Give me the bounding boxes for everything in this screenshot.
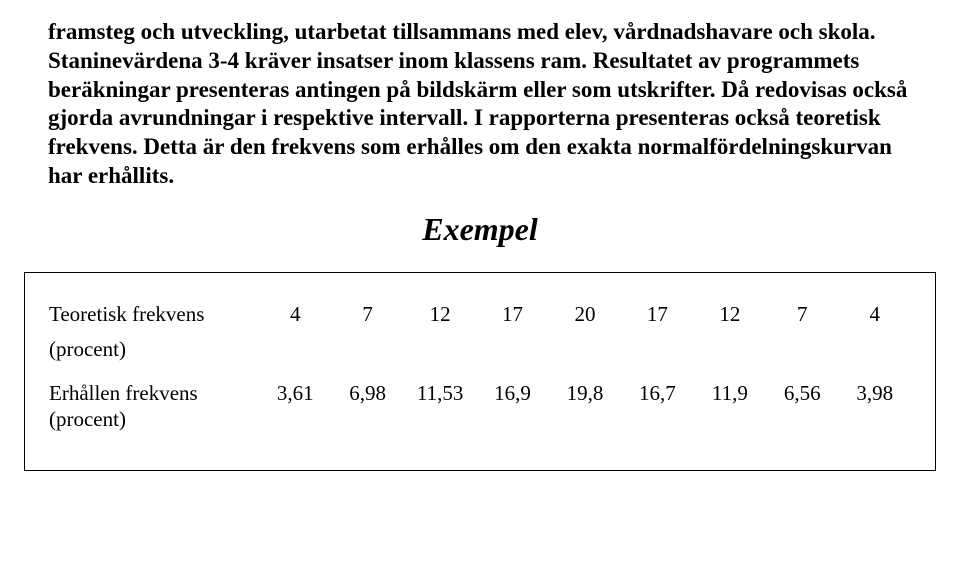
cell: 19,8 <box>549 381 621 406</box>
row-cells: 4 7 12 17 20 17 12 7 4 <box>259 302 911 327</box>
cell: 11,9 <box>694 381 766 406</box>
cell: 20 <box>549 302 621 327</box>
cell: 12 <box>404 302 476 327</box>
body-paragraph: framsteg och utveckling, utarbetat tills… <box>48 18 912 191</box>
cell: 17 <box>621 302 693 327</box>
cell: 16,7 <box>621 381 693 406</box>
example-table-box: Teoretisk frekvens 4 7 12 17 20 17 12 7 … <box>24 272 936 472</box>
document-page: framsteg och utveckling, utarbetat tills… <box>0 0 960 471</box>
row-label-line2: (procent) <box>49 407 126 431</box>
table-row: Teoretisk frekvens 4 7 12 17 20 17 12 7 … <box>49 301 911 327</box>
cell: 3,61 <box>259 381 331 406</box>
cell: 7 <box>331 302 403 327</box>
cell: 6,56 <box>766 381 838 406</box>
cell: 11,53 <box>404 381 476 406</box>
cell: 4 <box>259 302 331 327</box>
table-row: Erhållen frekvens (procent) 3,61 6,98 11… <box>49 380 911 433</box>
cell: 17 <box>476 302 548 327</box>
procent-label: (procent) <box>49 337 911 362</box>
row-label: Teoretisk frekvens <box>49 301 259 327</box>
cell: 3,98 <box>839 381 911 406</box>
row-label: Erhållen frekvens (procent) <box>49 380 259 433</box>
cell: 7 <box>766 302 838 327</box>
row-cells: 3,61 6,98 11,53 16,9 19,8 16,7 11,9 6,56… <box>259 381 911 406</box>
cell: 12 <box>694 302 766 327</box>
example-heading: Exempel <box>48 211 912 248</box>
cell: 16,9 <box>476 381 548 406</box>
cell: 4 <box>839 302 911 327</box>
cell: 6,98 <box>331 381 403 406</box>
row-label-line1: Erhållen frekvens <box>49 381 198 405</box>
